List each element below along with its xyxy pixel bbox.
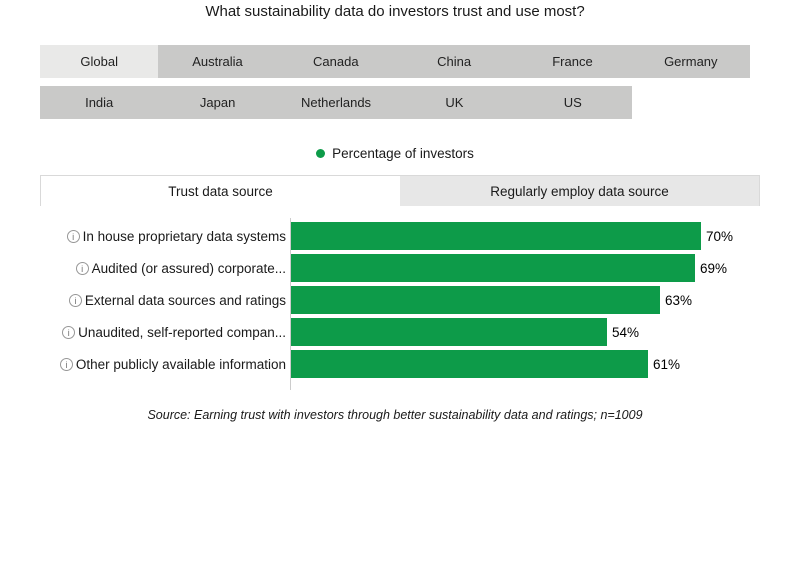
chart-row: i Audited (or assured) corporate... 69% <box>0 254 800 282</box>
bar-label: i Unaudited, self-reported compan... <box>0 325 291 340</box>
bar-value-label: 63% <box>665 292 693 308</box>
view-tab-trust-data-source[interactable]: Trust data source <box>41 176 400 206</box>
bar-label-text: In house proprietary data systems <box>82 228 286 244</box>
bar-value-label: 54% <box>612 324 640 340</box>
info-icon[interactable]: i <box>59 357 73 371</box>
bar-label-text: Unaudited, self-reported compan... <box>78 324 286 340</box>
info-icon[interactable]: i <box>68 293 82 307</box>
bar-label: i External data sources and ratings <box>0 293 291 308</box>
country-tab-row-2: India Japan Netherlands UK US <box>40 86 633 119</box>
chart-row: i Unaudited, self-reported compan... 54% <box>0 318 800 346</box>
bar[interactable] <box>291 350 648 378</box>
country-tab-germany[interactable]: Germany <box>631 45 750 78</box>
legend: Percentage of investors <box>0 146 790 161</box>
chart-row: i Other publicly available information 61% <box>0 350 800 378</box>
bar-label: i Audited (or assured) corporate... <box>0 261 291 276</box>
chart-row: i External data sources and ratings 63% <box>0 286 800 314</box>
country-tab-row-1: Global Australia Canada China France Germany <box>40 45 750 78</box>
bar-label-text: Other publicly available information <box>75 356 286 372</box>
bar[interactable] <box>291 318 607 346</box>
bar[interactable] <box>291 254 695 282</box>
country-tab-bar: Global Australia Canada China France Germany … <box>40 45 750 119</box>
info-icon[interactable]: i <box>66 229 80 243</box>
country-tab-us[interactable]: US <box>513 86 633 119</box>
country-tab-netherlands[interactable]: Netherlands <box>276 86 396 119</box>
info-icon[interactable]: i <box>75 261 89 275</box>
country-tab-australia[interactable]: Australia <box>158 45 277 78</box>
country-tab-india[interactable]: India <box>40 86 159 119</box>
bar-label: i In house proprietary data systems <box>0 229 291 244</box>
chart-row: i In house proprietary data systems 70% <box>0 222 800 250</box>
bar-label-text: External data sources and ratings <box>84 292 286 308</box>
axis-line <box>290 218 291 390</box>
bar[interactable] <box>291 222 701 250</box>
bar-label: i Other publicly available information <box>0 357 291 372</box>
bar-value-label: 61% <box>653 356 681 372</box>
bar-chart: i In house proprietary data systems 70% i Au… <box>0 222 800 382</box>
legend-label: Percentage of investors <box>332 146 474 161</box>
chart-title: What sustainability data do investors tr… <box>205 3 585 20</box>
bar-value-label: 70% <box>706 228 734 244</box>
country-tab-france[interactable]: France <box>513 45 632 78</box>
view-tab-bar: Trust data source Regularly employ data s… <box>40 175 760 206</box>
country-tab-canada[interactable]: Canada <box>276 45 395 78</box>
country-tab-china[interactable]: China <box>394 45 514 78</box>
bar-value-label: 69% <box>700 260 728 276</box>
country-tab-uk[interactable]: UK <box>395 86 514 119</box>
view-tab-regularly-employ-data-source[interactable]: Regularly employ data source <box>400 176 759 206</box>
bar[interactable] <box>291 286 660 314</box>
country-tab-global[interactable]: Global <box>40 45 159 78</box>
source-note: Source: Earning trust with investors thr… <box>147 408 643 422</box>
country-tab-japan[interactable]: Japan <box>158 86 277 119</box>
info-icon[interactable]: i <box>62 325 76 339</box>
bar-label-text: Audited (or assured) corporate... <box>91 260 286 276</box>
legend-dot-icon <box>316 149 326 158</box>
